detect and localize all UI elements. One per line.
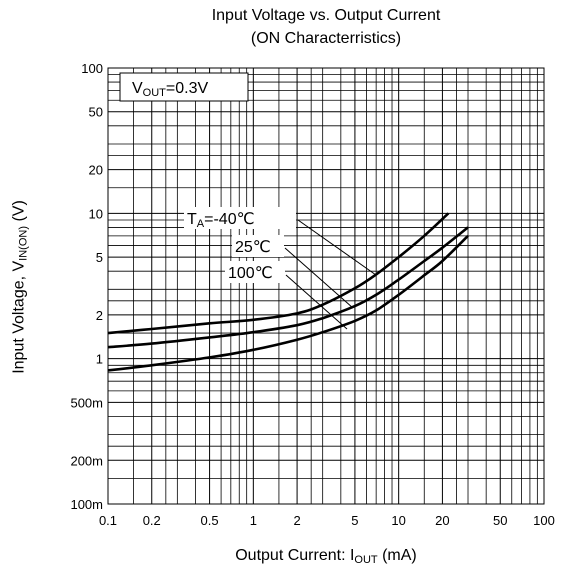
condition-box-bg (119, 72, 249, 102)
series-label-sub: A (197, 218, 205, 230)
chart-title: Input Voltage vs. Output Current (211, 7, 441, 24)
series-labels: TA=-40℃ 25℃ 100℃ (184, 207, 296, 283)
grid (108, 68, 544, 504)
y-axis-label-sub: IN(ON) (17, 225, 30, 261)
x-tick-label: 0.5 (201, 513, 219, 528)
y-tick-label: 10 (89, 206, 103, 221)
condition-label: VOUT=0.3V (132, 80, 208, 99)
y-tick-label: 200m (70, 453, 103, 468)
y-tick-label: 50 (89, 105, 103, 120)
y-axis-label-unit: (V) (10, 200, 28, 226)
condition-label-sub: OUT (143, 87, 167, 99)
x-axis-label-sub: OUT (354, 554, 378, 566)
series-lines (107, 212, 469, 372)
series-label-main: T (187, 211, 197, 228)
series-label-value: =-40℃ (204, 211, 254, 228)
x-tick-label: 0.1 (99, 513, 117, 528)
series-label-bg (225, 261, 285, 283)
series-leader-line (285, 274, 348, 330)
series-line-1 (107, 226, 469, 349)
x-tick-label: 20 (435, 513, 449, 528)
x-tick-label: 0.2 (143, 513, 161, 528)
tick-labels: 0.1 0.2 0.5 1 2 5 10 20 50 100 100m 200m 500m 1 2 5 10 20… (70, 61, 554, 528)
chart-subtitle: (ON Characterristics) (250, 30, 402, 47)
condition-box: VOUT=0.3V (119, 72, 249, 102)
x-axis-label: Output Current: IOUT (mA) (108, 547, 544, 566)
x-axis-label-unit: (mA) (377, 547, 417, 564)
y-tick-label: 20 (89, 163, 103, 178)
series-label-bg (232, 235, 284, 257)
condition-label-main: V (132, 80, 143, 97)
x-tick-label: 1 (250, 513, 257, 528)
y-tick-label: 100m (70, 497, 103, 512)
series-line-0 (107, 212, 450, 335)
series-label: TA=-40℃ (187, 211, 255, 230)
series-label: 25℃ (235, 239, 271, 256)
x-tick-label: 5 (351, 513, 358, 528)
x-tick-label: 50 (493, 513, 507, 528)
series-label-bg (184, 207, 296, 229)
y-axis-label-text: Input Voltage, V (10, 260, 28, 374)
x-tick-label: 2 (293, 513, 300, 528)
y-tick-label: 500m (70, 395, 103, 410)
plot-frame (107, 67, 545, 505)
series-leader-line (297, 219, 377, 276)
series-line-2 (107, 234, 469, 372)
series-label: 100℃ (228, 265, 273, 282)
y-tick-label: 1 (96, 352, 103, 367)
x-tick-label: 10 (391, 513, 405, 528)
series-label-leaders (284, 219, 377, 330)
y-tick-label: 100 (81, 61, 103, 76)
series-leader-line (284, 247, 354, 309)
y-tick-label: 5 (96, 250, 103, 265)
y-tick-label: 2 (96, 308, 103, 323)
x-axis-label-text: Output Current: I (235, 547, 355, 564)
x-tick-label: 100 (533, 513, 555, 528)
condition-label-value: =0.3V (166, 80, 209, 97)
